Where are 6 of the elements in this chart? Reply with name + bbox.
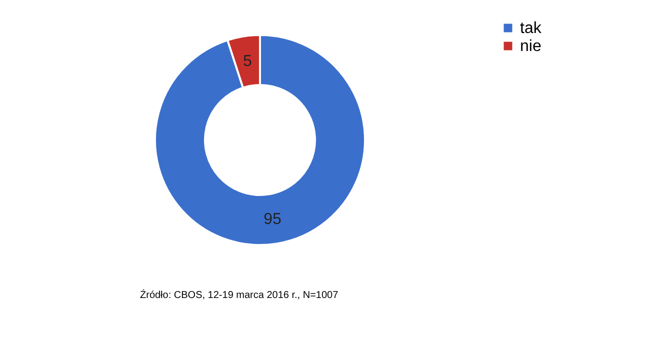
legend-label: nie xyxy=(520,38,542,55)
donut-slice xyxy=(154,34,366,246)
data-label: 5 xyxy=(243,52,252,70)
data-label: 95 xyxy=(264,211,282,228)
legend-label: tak xyxy=(520,20,542,37)
text: Źródło: CBOS, 12-19 marca 2016 r., N=1007 xyxy=(140,289,339,301)
